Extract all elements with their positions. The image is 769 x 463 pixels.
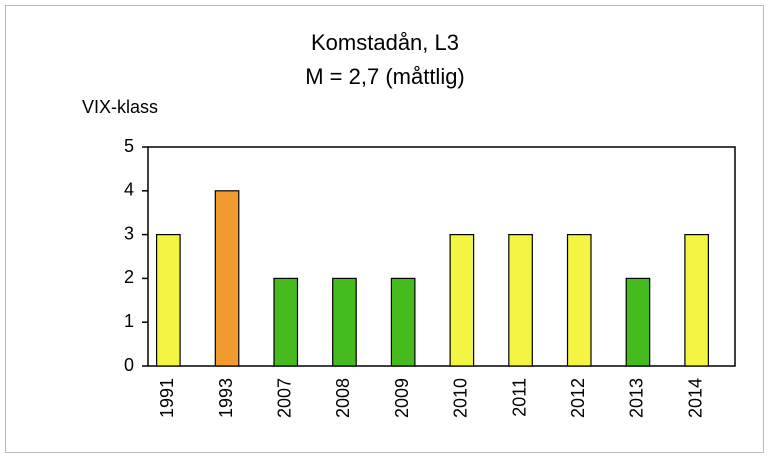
x-tick-label: 1993 — [216, 378, 236, 418]
x-tick-label: 2013 — [627, 378, 647, 418]
bar — [156, 234, 181, 367]
bar — [390, 277, 416, 367]
y-tick-label: 4 — [124, 180, 134, 200]
bar — [684, 234, 709, 367]
bar — [332, 277, 357, 367]
bar — [449, 234, 475, 367]
x-tick-label: 2007 — [275, 378, 295, 418]
bar — [508, 234, 533, 367]
bar — [214, 190, 240, 367]
x-tick-label: 2010 — [451, 378, 471, 418]
x-tick-label: 2008 — [333, 378, 353, 418]
y-axis-label: VIX-klass — [82, 97, 158, 117]
x-tick-label: 2011 — [509, 378, 529, 417]
y-tick-label: 1 — [124, 311, 134, 331]
x-tick-label: 2014 — [685, 378, 705, 418]
y-tick-label: 5 — [124, 136, 134, 156]
y-tick-label: 3 — [124, 223, 134, 243]
chart-frame — [5, 5, 764, 453]
plot-area — [147, 146, 736, 367]
bar — [273, 277, 299, 367]
y-tick-label: 2 — [124, 267, 134, 287]
x-tick-label: 1991 — [157, 378, 177, 418]
chart-title: Komstadån, L3 — [311, 30, 459, 55]
x-tick-label: 2012 — [568, 378, 588, 418]
bar — [566, 234, 592, 367]
x-tick-label: 2009 — [392, 378, 412, 418]
bar — [625, 277, 651, 367]
chart-subtitle: M = 2,7 (måttlig) — [305, 64, 465, 89]
y-tick-label: 0 — [124, 355, 134, 375]
